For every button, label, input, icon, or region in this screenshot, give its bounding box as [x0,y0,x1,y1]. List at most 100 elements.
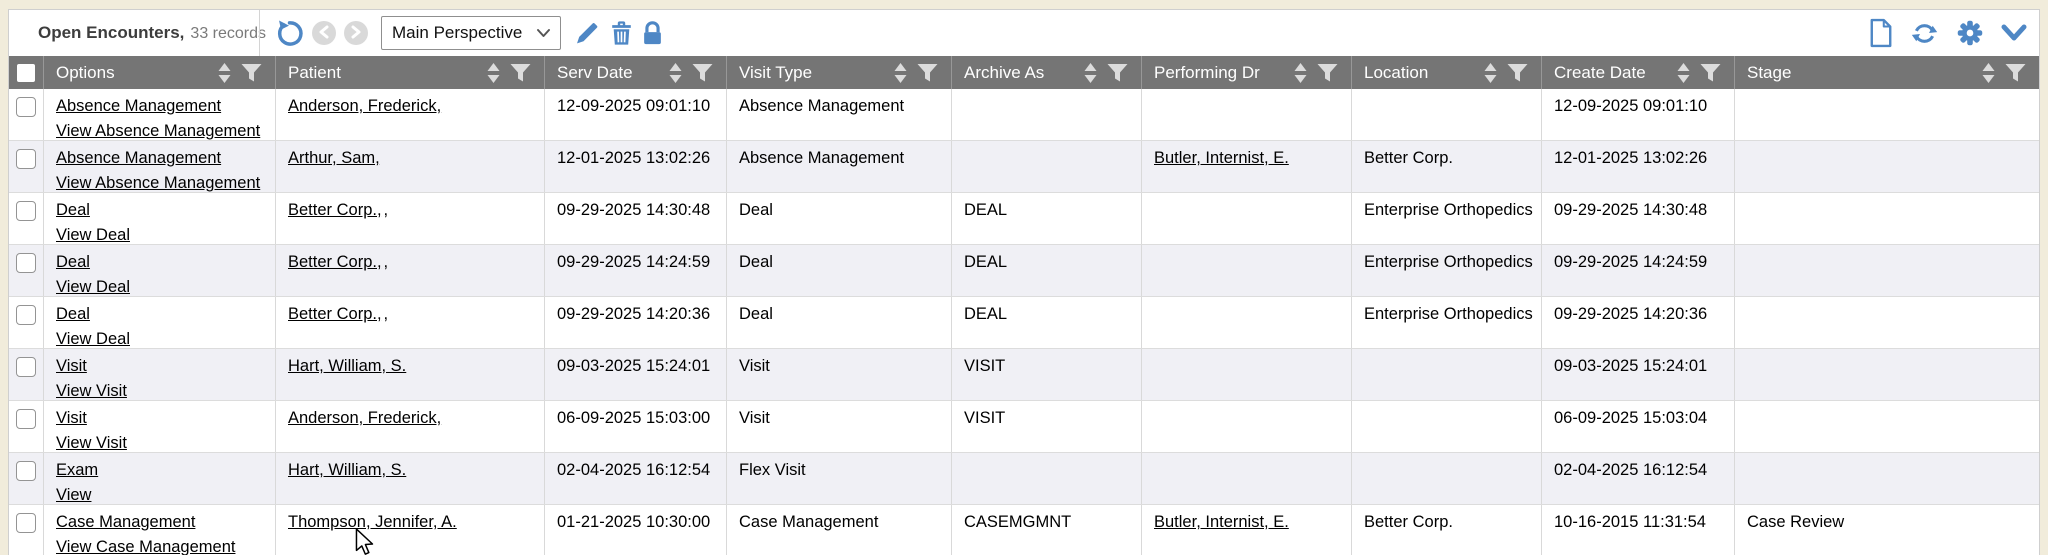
lock-perspective-button[interactable] [642,20,663,46]
settings-button[interactable] [1956,19,1984,47]
row-select-cell [9,89,43,140]
next-perspective-button[interactable] [344,21,368,45]
sort-icon[interactable] [1483,62,1498,84]
patient-link[interactable]: Better Corp., [288,201,382,219]
patient-link[interactable]: Hart, William, S. [288,357,407,375]
patient-link[interactable]: Better Corp., [288,253,382,271]
new-document-button[interactable] [1869,18,1893,48]
row-checkbox[interactable] [16,461,36,481]
performing-dr-link[interactable]: Butler, Internist, E. [1154,513,1289,531]
sort-icon[interactable] [668,62,683,84]
row-checkbox[interactable] [16,201,36,221]
filter-icon[interactable] [509,63,532,83]
column-label: Stage [1747,62,1792,82]
view-encounter-link[interactable]: View Visit [56,434,127,452]
filter-icon[interactable] [1699,63,1722,83]
view-encounter-link[interactable]: View Deal [56,278,130,296]
edit-perspective-button[interactable] [574,20,600,46]
view-encounter-link[interactable]: View [56,486,92,504]
visit-type-cell: Visit [726,349,951,400]
reset-button[interactable] [275,19,304,48]
encounter-type-link[interactable]: Visit [56,409,87,427]
table-row: Deal View Deal Better Corp.,, 09-29-2025… [9,297,2039,349]
filter-icon[interactable] [1106,63,1129,83]
location-cell [1351,89,1541,140]
row-checkbox[interactable] [16,253,36,273]
column-header-performing_dr[interactable]: Performing Dr [1141,56,1351,89]
row-select-cell [9,401,43,452]
header-icons [893,62,939,84]
sort-icon[interactable] [486,62,501,84]
patient-link[interactable]: Better Corp., [288,305,382,323]
encounter-type-link[interactable]: Deal [56,253,90,271]
sort-icon[interactable] [1293,62,1308,84]
column-label: Create Date [1554,62,1646,82]
collapse-panel-button[interactable] [2001,24,2027,42]
patient-link[interactable]: Hart, William, S. [288,461,407,479]
performing-dr-link[interactable]: Butler, Internist, E. [1154,149,1289,167]
row-checkbox[interactable] [16,409,36,429]
performing-dr-cell: Butler, Internist, E. [1141,141,1351,192]
row-checkbox[interactable] [16,357,36,377]
patient-link[interactable]: Thompson, Jennifer, A. [288,513,457,531]
column-header-create_date[interactable]: Create Date [1541,56,1734,89]
view-encounter-link[interactable]: View Deal [56,226,130,244]
row-select-cell [9,453,43,504]
encounter-type-link[interactable]: Deal [56,305,90,323]
sort-icon[interactable] [1981,62,1996,84]
options-cell: Exam View [43,453,275,504]
table-row: Absence Management View Absence Manageme… [9,141,2039,193]
column-header-serv_date[interactable]: Serv Date [544,56,726,89]
view-encounter-link[interactable]: View Visit [56,382,127,400]
column-header-visit_type[interactable]: Visit Type [726,56,951,89]
view-encounter-link[interactable]: View Absence Management [56,174,261,192]
patient-link[interactable]: Anderson, Frederick, [288,97,442,115]
row-checkbox[interactable] [16,305,36,325]
row-checkbox[interactable] [16,149,36,169]
view-encounter-link[interactable]: View Deal [56,330,130,348]
column-header-options[interactable]: Options [43,56,275,89]
column-header-location[interactable]: Location [1351,56,1541,89]
sort-icon[interactable] [1676,62,1691,84]
patient-link[interactable]: Anderson, Frederick, [288,409,442,427]
encounter-type-link[interactable]: Visit [56,357,87,375]
view-encounter-link[interactable]: View Absence Management [56,122,261,140]
previous-perspective-button[interactable] [312,21,336,45]
encounter-type-link[interactable]: Exam [56,461,99,479]
document-icon [1869,18,1893,48]
row-checkbox[interactable] [16,97,36,117]
stage-cell [1734,297,2039,348]
view-encounter-link[interactable]: View Case Management [56,538,236,555]
row-checkbox[interactable] [16,513,36,533]
location-cell: Enterprise Orthopedics [1351,245,1541,296]
filter-icon[interactable] [1316,63,1339,83]
sort-icon[interactable] [1083,62,1098,84]
filter-icon[interactable] [691,63,714,83]
filter-icon[interactable] [1506,63,1529,83]
refresh-button[interactable] [1910,19,1939,48]
stage-cell [1734,141,2039,192]
row-select-cell [9,245,43,296]
visit-type-cell: Deal [726,245,951,296]
serv-date-cell: 09-29-2025 14:30:48 [544,193,726,244]
serv-date-cell: 09-29-2025 14:24:59 [544,245,726,296]
filter-icon[interactable] [916,63,939,83]
encounter-type-link[interactable]: Absence Management [56,149,222,167]
encounter-type-link[interactable]: Absence Management [56,97,222,115]
filter-icon[interactable] [2004,63,2027,83]
select-all-checkbox[interactable] [17,63,35,82]
column-header-stage[interactable]: Stage [1734,56,2039,89]
perspective-select[interactable]: Main Perspective [381,16,561,50]
sort-icon[interactable] [893,62,908,84]
patient-link[interactable]: Arthur, Sam, [288,149,380,167]
filter-icon[interactable] [240,63,263,83]
visit-type-cell: Deal [726,297,951,348]
archive-as-cell [951,453,1141,504]
column-header-archive_as[interactable]: Archive As [951,56,1141,89]
encounter-type-link[interactable]: Deal [56,201,90,219]
encounter-type-link[interactable]: Case Management [56,513,196,531]
column-header-patient[interactable]: Patient [275,56,544,89]
patient-cell: Better Corp.,, [275,297,544,348]
delete-perspective-button[interactable] [610,20,633,46]
sort-icon[interactable] [217,62,232,84]
